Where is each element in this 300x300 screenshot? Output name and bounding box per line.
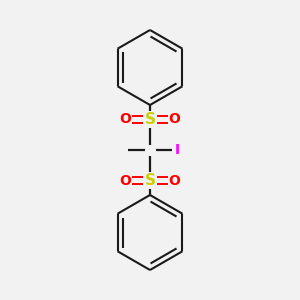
Text: O: O [169,174,181,188]
Text: O: O [119,174,131,188]
Text: O: O [169,112,181,126]
Text: S: S [145,173,155,188]
Text: O: O [119,112,131,126]
Text: I: I [174,143,180,157]
Text: S: S [145,112,155,127]
